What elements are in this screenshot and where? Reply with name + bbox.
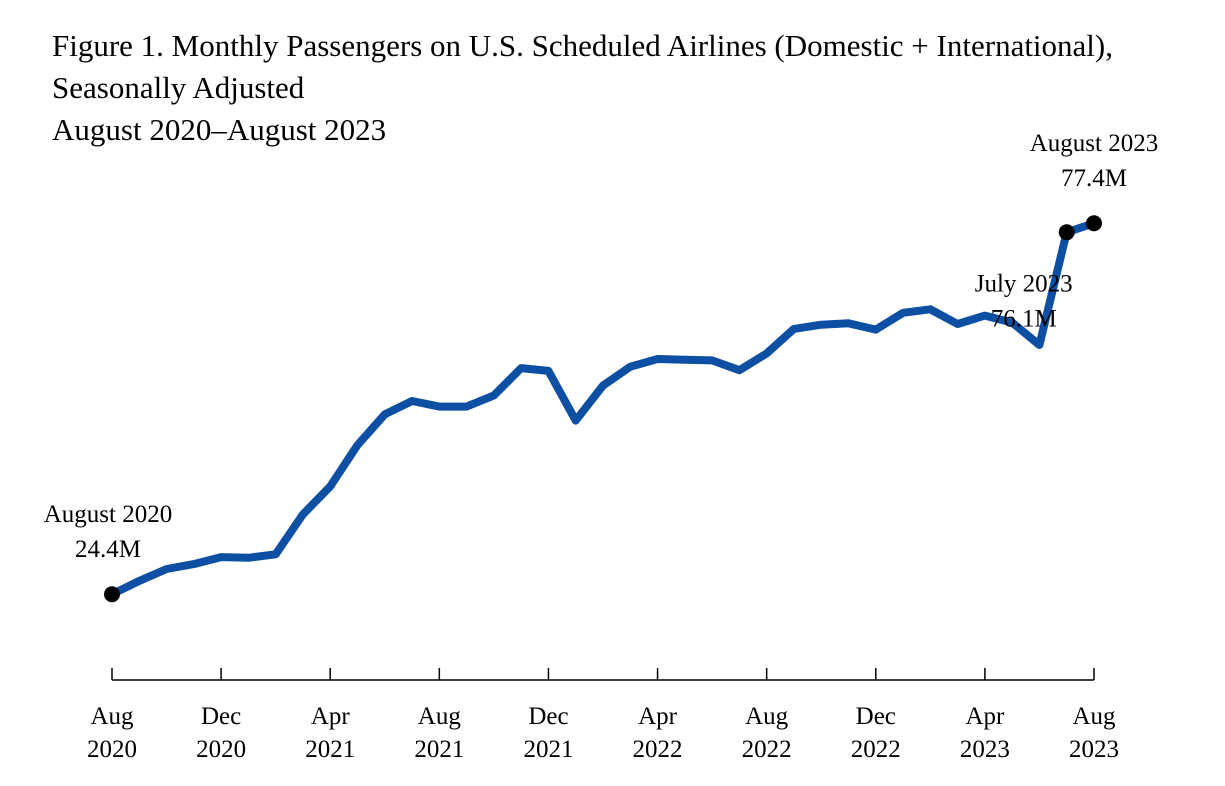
annotation-value: 24.4M xyxy=(75,536,141,563)
x-tick-label-year: 2022 xyxy=(633,736,683,763)
x-tick-label-year: 2021 xyxy=(523,736,573,763)
x-tick-label-year: 2023 xyxy=(960,736,1010,763)
chart-title-line-3: August 2020–August 2023 xyxy=(52,112,387,147)
chart-title-line-2: Seasonally Adjusted xyxy=(52,70,305,105)
x-tick-label-month: Apr xyxy=(311,703,351,730)
data-point-marker xyxy=(1058,224,1075,241)
x-tick-label-year: 2020 xyxy=(87,736,137,763)
annotation-layer: August 2020 24.4M July 2023 76.1M August 202… xyxy=(44,130,1158,563)
x-tick-label-month: Aug xyxy=(1072,703,1116,730)
data-point-marker xyxy=(1086,215,1102,232)
data-point-marker xyxy=(104,586,120,603)
x-tick-label-year: 2022 xyxy=(851,736,901,763)
annotation-date: August 2020 xyxy=(44,501,172,528)
marker-layer xyxy=(104,215,1102,603)
annotation-value: 77.4M xyxy=(1061,165,1127,192)
x-tick-label-month: Aug xyxy=(90,703,134,730)
x-tick-label-year: 2021 xyxy=(414,736,464,763)
x-tick-label-month: Apr xyxy=(965,703,1005,730)
x-tick-label-month: Apr xyxy=(638,703,678,730)
x-tick-label-year: 2020 xyxy=(196,736,246,763)
annotation-value: 76.1M xyxy=(991,305,1057,332)
annotation-date: July 2023 xyxy=(975,270,1073,297)
x-tick-label-month: Aug xyxy=(745,703,789,730)
x-tick-label-month: Dec xyxy=(528,703,568,730)
x-tick-label-month: Dec xyxy=(201,703,241,730)
chart-title-line-1: Figure 1. Monthly Passengers on U.S. Sch… xyxy=(52,28,1113,63)
x-tick-label-year: 2021 xyxy=(305,736,355,763)
x-tick-label-month: Aug xyxy=(418,703,462,730)
annotation-date: August 2023 xyxy=(1030,130,1158,157)
x-axis: Aug 2020 Dec 2020 Apr 2021 Aug 2021 Dec 2021 Apr 20… xyxy=(87,668,1119,763)
x-tick-label-year: 2023 xyxy=(1069,736,1119,763)
x-tick-label-year: 2022 xyxy=(742,736,792,763)
series-layer xyxy=(108,219,1098,599)
x-tick-label-month: Dec xyxy=(856,703,896,730)
series-line-0 xyxy=(108,219,1098,599)
